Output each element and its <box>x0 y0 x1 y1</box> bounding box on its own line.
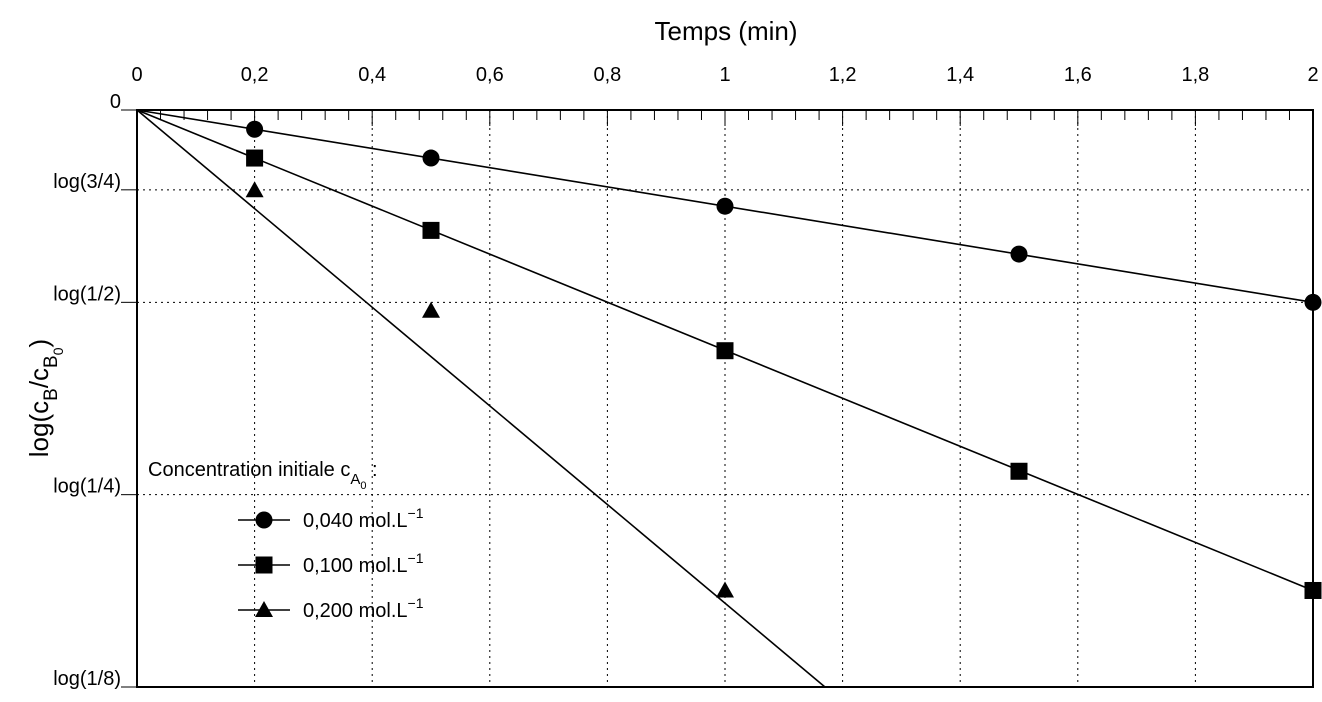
plot-frame <box>136 109 1314 688</box>
x-tick-label: 2 <box>1307 64 1318 86</box>
x-tick-label: 1,4 <box>946 64 974 86</box>
y-axis-label-prefix: log(c <box>24 401 54 457</box>
series-line-triangle <box>136 109 826 688</box>
legend-label: 0,100 mol.L−1 <box>303 550 424 577</box>
x-tick-label: 1,8 <box>1181 64 1209 86</box>
data-point-circle <box>246 120 264 138</box>
y-axis-label-sub3: 0 <box>50 347 66 355</box>
legend-title-prefix: Concentration initiale c <box>148 459 350 481</box>
data-point-triangle <box>716 581 734 598</box>
chart-title: Temps (min) <box>654 16 797 46</box>
data-point-triangle <box>422 301 440 318</box>
minor-ticks <box>121 109 1314 688</box>
data-point-square <box>246 149 264 167</box>
y-axis-label-sub2: B <box>41 355 62 368</box>
data-point-square <box>422 221 440 239</box>
y-axis-label-suffix: ) <box>24 339 54 348</box>
legend-label-sup: −1 <box>408 505 424 521</box>
x-tick-labels: 0 0,2 0,4 0,6 0,8 1 1,2 1,4 1,6 1,8 2 <box>131 64 1318 86</box>
legend-label-text: 0,200 mol.L <box>303 600 408 622</box>
x-tick-label: 0,2 <box>241 64 269 86</box>
x-tick-label: 0,4 <box>358 64 386 86</box>
legend-title-subsub: 0 <box>360 480 366 492</box>
data-point-circle <box>716 197 734 215</box>
legend-label-text: 0,100 mol.L <box>303 555 408 577</box>
x-tick-label: 1 <box>719 64 730 86</box>
legend-label: 0,200 mol.L−1 <box>303 595 424 622</box>
legend-entries: 0,040 mol.L−10,100 mol.L−10,200 mol.L−1 <box>238 505 424 622</box>
legend-title: Concentration initiale cA0 : <box>148 459 378 492</box>
data-point-circle <box>1010 245 1028 263</box>
legend-label-sup: −1 <box>408 595 424 611</box>
legend-marker-square <box>255 556 273 574</box>
x-tick-label: 0 <box>131 64 142 86</box>
x-tick-label: 0,8 <box>593 64 621 86</box>
data-point-triangle <box>245 181 264 198</box>
data-point-circle <box>422 149 440 167</box>
x-tick-label: 1,6 <box>1064 64 1092 86</box>
y-axis-label-sub1: B <box>41 388 62 401</box>
legend-label-sup: −1 <box>408 550 424 566</box>
y-tick-label: 0 <box>110 91 121 113</box>
data-point-square <box>1010 462 1028 480</box>
x-tick-label: 1,2 <box>829 64 857 86</box>
legend-label: 0,040 mol.L−1 <box>303 505 424 532</box>
y-axis-label: log(cB/cB0) <box>24 339 66 457</box>
legend-title-suffix: : <box>366 459 377 481</box>
y-tick-label: log(1/8) <box>53 668 121 690</box>
legend-marker-circle <box>255 511 273 529</box>
y-tick-label: log(1/2) <box>53 283 121 305</box>
legend-label-text: 0,040 mol.L <box>303 510 408 532</box>
x-tick-label: 0,6 <box>476 64 504 86</box>
legend-marker-triangle <box>255 601 273 617</box>
y-tick-labels: 0 log(3/4) log(1/2) log(1/4) log(1/8) <box>53 91 121 690</box>
y-axis-label-slash: /c <box>24 368 54 388</box>
legend: Concentration initiale cA0 : 0,040 mol.L… <box>148 459 424 622</box>
data-point-square <box>716 342 734 360</box>
y-tick-label: log(1/4) <box>53 476 121 498</box>
y-tick-label: log(3/4) <box>53 171 121 193</box>
legend-title-sub: A <box>350 471 360 488</box>
